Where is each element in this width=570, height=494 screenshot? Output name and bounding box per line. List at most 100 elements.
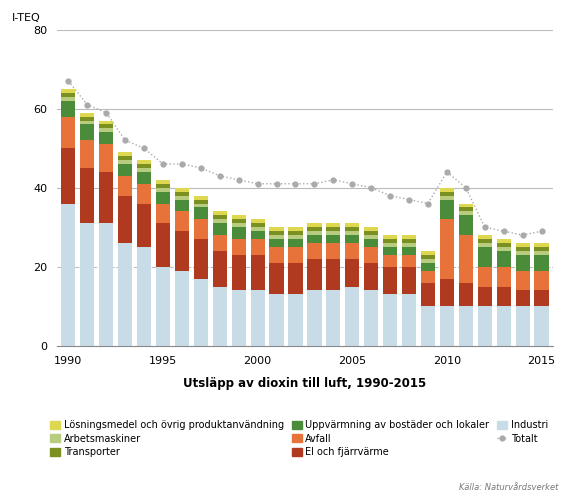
Bar bbox=[61, 97, 75, 101]
Bar bbox=[496, 287, 511, 306]
Bar bbox=[478, 243, 492, 247]
Bar bbox=[478, 235, 492, 239]
Bar bbox=[345, 227, 359, 231]
Bar bbox=[156, 188, 170, 192]
Bar bbox=[194, 200, 208, 204]
Bar bbox=[402, 235, 416, 239]
Bar bbox=[496, 239, 511, 243]
Bar bbox=[80, 124, 95, 140]
Bar bbox=[364, 239, 378, 247]
Bar bbox=[118, 156, 132, 160]
Bar bbox=[175, 271, 189, 346]
Bar bbox=[364, 231, 378, 235]
Bar bbox=[307, 223, 321, 227]
Bar bbox=[515, 306, 530, 346]
Bar bbox=[118, 196, 132, 243]
Bar bbox=[307, 290, 321, 346]
Bar bbox=[213, 287, 227, 346]
Bar bbox=[137, 247, 151, 346]
Bar bbox=[156, 204, 170, 223]
Bar bbox=[118, 160, 132, 164]
Bar bbox=[345, 259, 359, 287]
Bar bbox=[364, 263, 378, 290]
Bar bbox=[156, 267, 170, 346]
Bar bbox=[515, 290, 530, 306]
Bar bbox=[80, 140, 95, 168]
Bar bbox=[137, 184, 151, 204]
Bar bbox=[194, 219, 208, 239]
Bar bbox=[326, 227, 340, 231]
Bar bbox=[61, 93, 75, 97]
Bar bbox=[194, 239, 208, 279]
Bar bbox=[307, 227, 321, 231]
Bar bbox=[270, 294, 284, 346]
Bar bbox=[270, 235, 284, 239]
Bar bbox=[326, 235, 340, 243]
Bar bbox=[496, 247, 511, 251]
Bar bbox=[345, 243, 359, 259]
Bar bbox=[99, 223, 113, 346]
Bar bbox=[307, 231, 321, 235]
Bar bbox=[99, 172, 113, 223]
Bar bbox=[440, 200, 454, 219]
Bar bbox=[156, 192, 170, 204]
Bar bbox=[80, 168, 95, 223]
Bar bbox=[137, 172, 151, 184]
Bar bbox=[61, 117, 75, 148]
Bar bbox=[251, 239, 264, 255]
Bar bbox=[478, 287, 492, 306]
Text: I-TEQ: I-TEQ bbox=[13, 13, 41, 23]
Bar bbox=[251, 255, 264, 290]
Bar bbox=[421, 306, 435, 346]
Text: Källa: Naturvårdsverket: Källa: Naturvårdsverket bbox=[459, 483, 559, 492]
Bar bbox=[326, 290, 340, 346]
Bar bbox=[515, 271, 530, 290]
Bar bbox=[251, 227, 264, 231]
Bar bbox=[535, 271, 549, 290]
Bar bbox=[213, 235, 227, 251]
Bar bbox=[213, 251, 227, 287]
Legend: Lösningsmedel och övrig produktanvändning, Arbetsmaskiner, Transporter, Uppvärmn: Lösningsmedel och övrig produktanvändnin… bbox=[50, 420, 548, 457]
Bar bbox=[99, 121, 113, 124]
Bar bbox=[478, 306, 492, 346]
Bar bbox=[194, 196, 208, 200]
Bar bbox=[421, 255, 435, 259]
Bar bbox=[231, 227, 246, 239]
Bar bbox=[288, 231, 303, 235]
Bar bbox=[383, 294, 397, 346]
Bar bbox=[496, 243, 511, 247]
Bar bbox=[194, 207, 208, 219]
Bar bbox=[364, 235, 378, 239]
Bar bbox=[231, 239, 246, 255]
Bar bbox=[288, 247, 303, 263]
Bar bbox=[535, 306, 549, 346]
Bar bbox=[496, 267, 511, 287]
Bar bbox=[175, 231, 189, 271]
Bar bbox=[231, 223, 246, 227]
Bar bbox=[459, 207, 473, 211]
Bar bbox=[459, 283, 473, 306]
Bar bbox=[383, 239, 397, 243]
Bar bbox=[194, 279, 208, 346]
Bar bbox=[478, 267, 492, 287]
Bar bbox=[99, 128, 113, 132]
Bar bbox=[345, 235, 359, 243]
Bar bbox=[440, 196, 454, 200]
Bar bbox=[421, 271, 435, 283]
Bar bbox=[118, 176, 132, 196]
Bar bbox=[270, 247, 284, 263]
Bar bbox=[459, 306, 473, 346]
Bar bbox=[156, 180, 170, 184]
Bar bbox=[402, 267, 416, 294]
Bar bbox=[175, 211, 189, 231]
Bar bbox=[118, 243, 132, 346]
Bar bbox=[345, 223, 359, 227]
Bar bbox=[231, 215, 246, 219]
Bar bbox=[213, 219, 227, 223]
Bar bbox=[326, 243, 340, 259]
Bar bbox=[61, 89, 75, 93]
Bar bbox=[175, 196, 189, 200]
Bar bbox=[345, 287, 359, 346]
Bar bbox=[496, 306, 511, 346]
Bar bbox=[345, 231, 359, 235]
